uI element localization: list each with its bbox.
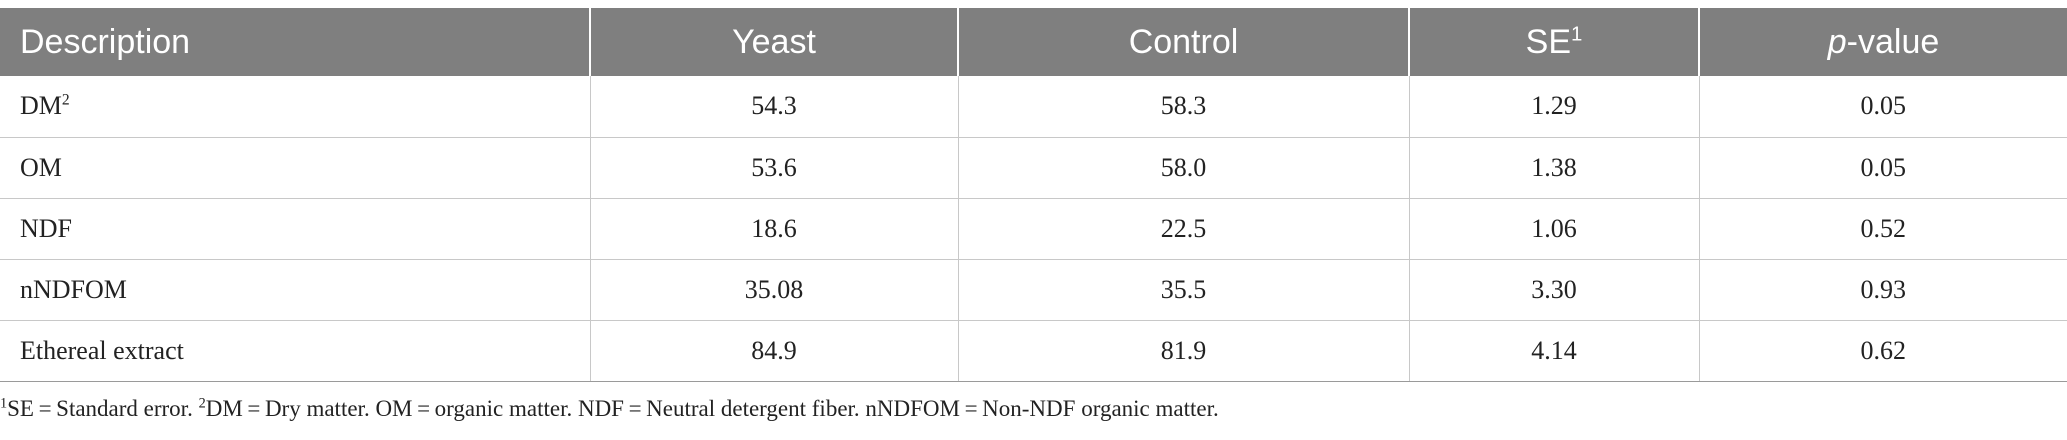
cell-yeast: 53.6 xyxy=(589,137,958,199)
cell-description: NDF xyxy=(0,198,590,260)
cell-pvalue: 0.05 xyxy=(1698,137,2067,199)
cell-se: 1.29 xyxy=(1408,76,1699,138)
cell-pvalue: 0.62 xyxy=(1698,320,2067,382)
cell-control: 58.3 xyxy=(957,76,1409,138)
header-pvalue: p-value xyxy=(1698,8,2067,76)
cell-yeast: 35.08 xyxy=(589,259,958,321)
cell-description-footnote-marker: 2 xyxy=(61,91,70,109)
table-row: OM 53.6 58.0 1.38 0.05 xyxy=(0,137,2067,199)
cell-description: DM2 xyxy=(0,76,590,138)
table-footnote: 1SE = Standard error. 2DM = Dry matter. … xyxy=(0,396,1219,422)
cell-yeast: 54.3 xyxy=(589,76,958,138)
cell-pvalue: 0.52 xyxy=(1698,198,2067,260)
cell-se: 1.38 xyxy=(1408,137,1699,199)
table-row: Ethereal extract 84.9 81.9 4.14 0.62 xyxy=(0,320,2067,382)
table-body: DM2 54.3 58.3 1.29 0.05 OM 53.6 58.0 1.3… xyxy=(0,76,2067,382)
cell-se: 3.30 xyxy=(1408,259,1699,321)
header-row: Description Yeast Control SE1 p-value xyxy=(0,8,2067,76)
cell-se: 1.06 xyxy=(1408,198,1699,260)
header-pvalue-italic-p: p xyxy=(1827,22,1847,61)
header-description-text: Description xyxy=(20,22,191,61)
cell-yeast: 84.9 xyxy=(589,320,958,382)
header-description: Description xyxy=(0,8,590,76)
data-table-container: Description Yeast Control SE1 p-value DM… xyxy=(0,8,2067,382)
data-table: Description Yeast Control SE1 p-value DM… xyxy=(0,8,2067,382)
cell-description: nNDFOM xyxy=(0,259,590,321)
cell-control: 35.5 xyxy=(957,259,1409,321)
cell-se: 4.14 xyxy=(1408,320,1699,382)
footnote-marker-2: 2 xyxy=(198,395,206,412)
cell-pvalue: 0.93 xyxy=(1698,259,2067,321)
table-header: Description Yeast Control SE1 p-value xyxy=(0,8,2067,76)
footnote-marker-1: 1 xyxy=(0,395,8,412)
header-yeast: Yeast xyxy=(589,8,958,76)
table-row: NDF 18.6 22.5 1.06 0.52 xyxy=(0,198,2067,260)
table-row: nNDFOM 35.08 35.5 3.30 0.93 xyxy=(0,259,2067,321)
cell-control: 58.0 xyxy=(957,137,1409,199)
header-se-text: SE xyxy=(1525,22,1571,61)
cell-description: OM xyxy=(0,137,590,199)
footnote-text-2: DM = Dry matter. OM = organic matter. ND… xyxy=(205,396,1219,421)
cell-description: Ethereal extract xyxy=(0,320,590,382)
header-control-text: Control xyxy=(1128,22,1239,61)
header-pvalue-text: -value xyxy=(1846,22,1940,61)
cell-yeast: 18.6 xyxy=(589,198,958,260)
cell-control: 81.9 xyxy=(957,320,1409,382)
cell-pvalue: 0.05 xyxy=(1698,76,2067,138)
table-row: DM2 54.3 58.3 1.29 0.05 xyxy=(0,76,2067,138)
header-control: Control xyxy=(957,8,1409,76)
header-se-footnote-marker: 1 xyxy=(1571,23,1583,46)
footnote-text-1: SE = Standard error. xyxy=(7,396,199,421)
cell-control: 22.5 xyxy=(957,198,1409,260)
header-se: SE1 xyxy=(1408,8,1699,76)
cell-description-text: DM xyxy=(20,91,62,121)
header-yeast-text: Yeast xyxy=(732,22,816,61)
